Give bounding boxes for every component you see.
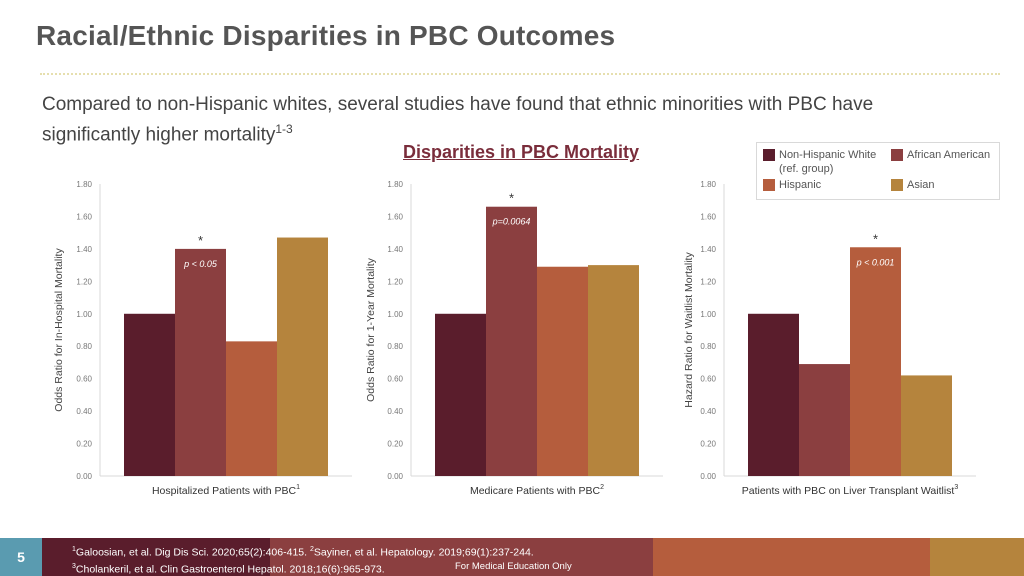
y-tick-label: 0.40 [76, 407, 92, 416]
charts-canvas: 0.00 0.20 0.40 0.60 0.80 1.00 1.20 1.40 1.60 1.80… [53, 180, 976, 497]
legend-item-african-american: African American [891, 148, 990, 162]
x-axis-label-text: Patients with PBC on Liver Transplant Wa… [742, 485, 955, 497]
y-tick-label: 1.80 [387, 180, 403, 189]
y-tick-label: 1.00 [76, 310, 92, 319]
y-tick-label: 1.60 [387, 212, 403, 221]
chart-title: Disparities in PBC Mortality [403, 142, 640, 162]
y-tick-label: 0.40 [387, 407, 403, 416]
legend-item-hispanic: Hispanic [763, 178, 821, 192]
y-tick-label: 1.00 [700, 310, 716, 319]
y-tick-label: 0.80 [387, 342, 403, 351]
y-tick-label: 1.20 [700, 277, 716, 286]
y-tick-label: 0.20 [76, 440, 92, 449]
y-tick-label: 0.60 [700, 375, 716, 384]
legend-swatch [763, 179, 775, 191]
y-tick-label: 1.40 [700, 245, 716, 254]
legend-item-asian: Asian [891, 178, 935, 192]
y-tick-label: 1.40 [76, 245, 92, 254]
y-tick-label: 0.80 [700, 342, 716, 351]
y-tick-label: 0.00 [700, 472, 716, 481]
reference-line-1: 1Galoosian, et al. Dig Dis Sci. 2020;65(… [72, 543, 534, 560]
y-axis-label: Hazard Ratio for Waitlist Mortality [683, 252, 695, 408]
legend-label: Asian [907, 179, 935, 191]
intro-body: Compared to non-Hispanic whites, several… [42, 94, 874, 146]
footer-segment [42, 538, 270, 576]
intro-text: Compared to non-Hispanic whites, several… [42, 92, 942, 147]
p-value-label: p < 0.05 [183, 259, 218, 269]
ref-sup: 3 [72, 562, 76, 570]
y-tick-label: 1.20 [76, 277, 92, 286]
y-tick-label: 1.80 [76, 180, 92, 189]
y-tick-label: 0.60 [76, 375, 92, 384]
legend-swatch [763, 149, 775, 161]
y-tick-label: 0.60 [387, 375, 403, 384]
x-axis-label-sup: 3 [954, 484, 958, 491]
bar-african-american [175, 248, 226, 476]
reference-line-2: 3Cholankeril, et al. Clin Gastroenterol … [72, 560, 534, 576]
significance-star: * [198, 233, 203, 248]
y-tick-label: 1.80 [700, 180, 716, 189]
bar-hispanic [537, 266, 588, 476]
x-axis-label: Medicare Patients with PBC2 [470, 484, 604, 497]
reference-2: Sayiner, et al. Hepatology. 2019;69(1):2… [313, 546, 534, 559]
bar-asian [588, 265, 639, 476]
footer-segment [653, 538, 930, 576]
x-axis-label-text: Medicare Patients with PBC [470, 485, 601, 497]
bar-african-american [486, 206, 537, 476]
legend-swatch [891, 149, 903, 161]
disclaimer: For Medical Education Only [455, 561, 572, 572]
reference-3: Cholankeril, et al. Clin Gastroenterol H… [75, 563, 385, 575]
y-tick-label: 1.00 [387, 310, 403, 319]
reference-1: Galoosian, et al. Dig Dis Sci. 2020;65(2… [75, 546, 310, 559]
legend-label: Hispanic [779, 179, 822, 191]
y-tick-label: 0.40 [700, 407, 716, 416]
intro-superscript: 1-3 [275, 122, 293, 136]
p-value-label: p < 0.001 [856, 257, 895, 267]
bar-asian [277, 237, 328, 476]
y-axis-label: Odds Ratio for 1-Year Mortality [365, 257, 377, 402]
y-tick-label: 1.60 [700, 212, 716, 221]
y-tick-label: 0.00 [76, 472, 92, 481]
y-tick-label: 1.20 [387, 277, 403, 286]
y-tick-label: 1.60 [76, 212, 92, 221]
title-divider [40, 73, 1000, 75]
legend-label: African American [907, 149, 991, 161]
chart-legend: Non-Hispanic White (ref. group) African … [756, 142, 1000, 200]
bar-african-american [799, 364, 850, 476]
x-axis-label: Hospitalized Patients with PBC1 [152, 484, 300, 497]
ref-sup: 1 [72, 546, 76, 553]
references: 1Galoosian, et al. Dig Dis Sci. 2020;65(… [72, 543, 534, 576]
y-axis-label: Odds Ratio for In-Hospital Mortality [53, 248, 65, 412]
significance-star: * [509, 191, 514, 206]
bar-hispanic [850, 247, 901, 476]
bar-non-hispanic-white [124, 313, 175, 476]
y-tick-label: 0.20 [700, 440, 716, 449]
y-tick-label: 0.00 [387, 472, 403, 481]
footer-segment [930, 538, 1024, 576]
slide-number: 5 [0, 538, 42, 576]
footer-segment [270, 538, 653, 576]
y-tick-label: 0.80 [76, 342, 92, 351]
footer-bar [0, 538, 1024, 576]
legend-label: Non-Hispanic White [779, 149, 877, 161]
bar-non-hispanic-white [748, 313, 799, 476]
legend-item-non-hispanic-white: Non-Hispanic White (ref. group) [763, 148, 876, 176]
x-axis-label: Patients with PBC on Liver Transplant Wa… [742, 484, 959, 497]
bar-asian [901, 375, 952, 476]
bar-non-hispanic-white [435, 313, 486, 476]
y-tick-label: 1.40 [387, 245, 403, 254]
page-title: Racial/Ethnic Disparities in PBC Outcome… [36, 20, 616, 51]
x-axis-label-sup: 2 [600, 484, 604, 491]
ref-sup: 2 [309, 546, 314, 553]
bar-hispanic [226, 341, 277, 476]
legend-sublabel: (ref. group) [779, 163, 834, 175]
legend-swatch [891, 179, 903, 191]
y-tick-label: 0.20 [387, 440, 403, 449]
x-axis-label-sup: 1 [296, 484, 300, 491]
x-axis-label-text: Hospitalized Patients with PBC [152, 485, 297, 497]
significance-star: * [873, 231, 878, 246]
p-value-label: p=0.0064 [492, 217, 531, 227]
